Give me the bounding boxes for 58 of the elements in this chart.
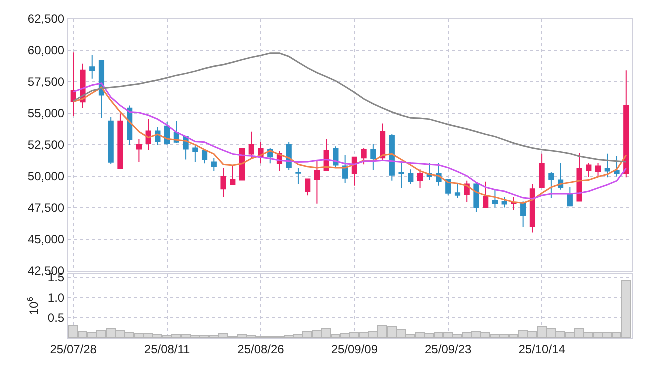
x-tick-label: 25/08/26 (238, 342, 285, 356)
x-tick-label: 25/08/11 (144, 342, 191, 356)
candlestick (333, 146, 339, 168)
candlestick (595, 162, 602, 178)
y-tick-label: 60,000 (28, 44, 65, 58)
y-tick-label: 57,500 (28, 75, 65, 90)
candlestick (230, 166, 236, 186)
x-tick-label: 25/09/23 (425, 342, 472, 356)
candlestick (361, 148, 367, 166)
candlestick (70, 52, 76, 118)
x-tick-label: 25/07/28 (50, 342, 98, 356)
y-tick-label: 0.5 (48, 311, 65, 326)
candlestick (118, 113, 124, 170)
line-series (72, 52, 628, 163)
y-tick-label: 62,500 (28, 12, 65, 26)
y-tick-label: 55,000 (28, 106, 65, 121)
candlestick (108, 116, 114, 165)
candlestick (586, 162, 592, 178)
candlestick (389, 134, 395, 182)
candlestick (90, 54, 96, 80)
candlestick (305, 178, 311, 196)
y-tick-label: 50,000 (28, 170, 65, 184)
y-tick-label: 45,000 (28, 232, 65, 247)
y-tick-label: 47,500 (28, 201, 65, 216)
candlestick (248, 131, 254, 159)
x-tick-label: 25/10/14 (518, 342, 566, 356)
candlestick (483, 181, 489, 208)
candlestick (314, 160, 320, 204)
candlestick (604, 153, 610, 178)
candlestick (398, 160, 404, 189)
candlestick (502, 196, 508, 208)
candlestick (202, 150, 208, 164)
candlestick (454, 184, 461, 199)
candlestick (408, 169, 414, 185)
candlestick (614, 156, 620, 178)
candlestick (511, 196, 517, 211)
candlestick (136, 138, 142, 163)
candlestick (211, 158, 217, 172)
candlestick (474, 182, 480, 213)
candlestick (576, 152, 582, 202)
candlestick (520, 202, 526, 228)
candlestick (548, 172, 554, 199)
candlestick (530, 184, 536, 234)
candlestick (567, 186, 573, 207)
y-tick-label: 1.0 (48, 290, 65, 305)
candlestick (352, 156, 358, 186)
candlestick (492, 189, 498, 208)
candlestick (146, 118, 152, 152)
candlestick (417, 169, 424, 189)
candlestick (220, 167, 226, 198)
candlestick (296, 167, 302, 185)
candlestick (624, 70, 630, 178)
candlestick (192, 145, 198, 163)
candlestick (380, 123, 386, 162)
x-tick-label: 25/09/09 (331, 342, 378, 356)
candlestick (370, 144, 376, 171)
y-tick-label: 52,500 (28, 138, 65, 152)
candlestick (539, 153, 545, 189)
